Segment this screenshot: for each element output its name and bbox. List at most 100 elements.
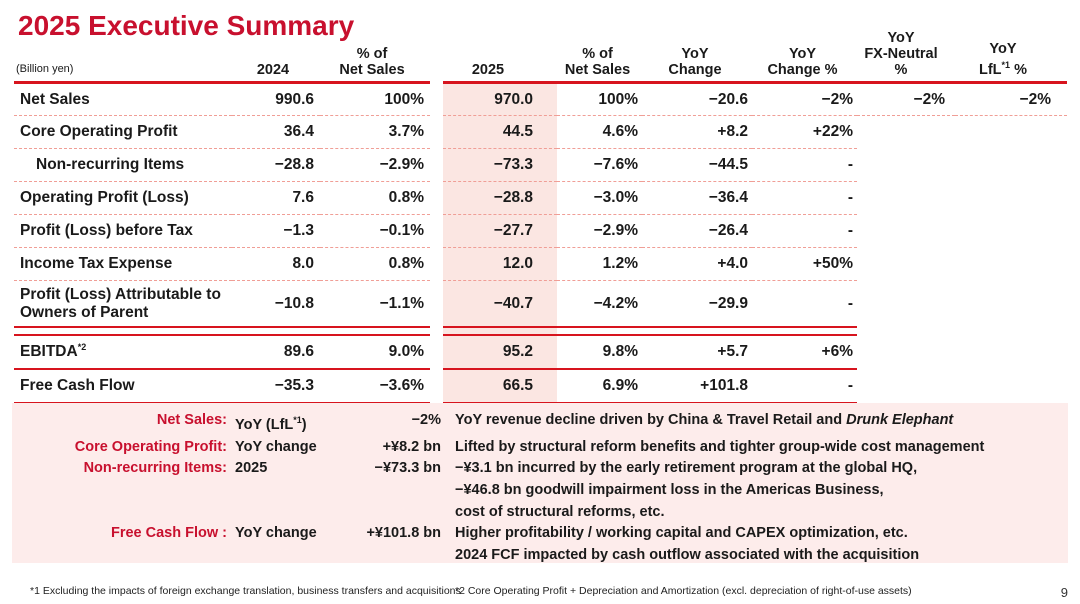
column-gap xyxy=(430,182,443,215)
yoy-lfl: −2% xyxy=(955,84,1067,116)
table-row-free-cash-flow: Free Cash Flow −35.3 −3.6% 66.5 6.9% +10… xyxy=(14,370,1067,404)
col-header-yoy-change: YoY Change xyxy=(642,46,752,84)
note-label: Net Sales: xyxy=(156,412,227,428)
pct-2024: 0.8% xyxy=(320,248,430,281)
note-description: −¥3.1 bn incurred by the early retiremen… xyxy=(455,460,918,477)
row-label: EBITDA*2 xyxy=(14,334,232,370)
note-row-continuation: −¥46.8 bn goodwill impairment loss in th… xyxy=(12,480,1068,502)
yoy-fx-neutral xyxy=(857,182,955,215)
value-2025: 970.0 xyxy=(443,84,557,116)
value-2024: 8.0 xyxy=(232,248,320,281)
note-description: Higher profitability / working capital a… xyxy=(455,525,908,542)
row-label: Core Operating Profit xyxy=(14,116,232,149)
note-metric xyxy=(235,502,330,524)
value-2024: 36.4 xyxy=(232,116,320,149)
note-metric: YoY change xyxy=(235,438,317,455)
col-header-2025: 2025 xyxy=(443,46,557,84)
yoy-change-pct: +6% xyxy=(752,334,857,370)
yoy-change: +8.2 xyxy=(642,116,752,149)
column-gap xyxy=(430,46,443,84)
pct-2025: 9.8% xyxy=(557,334,642,370)
page-number: 9 xyxy=(1060,585,1068,600)
note-label: Core Operating Profit: xyxy=(74,438,227,455)
note-description: 2024 FCF impacted by cash outflow associ… xyxy=(455,547,920,564)
col-header-pct-2024: % of Net Sales xyxy=(320,46,430,84)
col-header-yoy-fx-neutral: YoY FX-Neutral % xyxy=(857,30,955,84)
row-label: Free Cash Flow xyxy=(14,370,232,404)
value-2025: 12.0 xyxy=(443,248,557,281)
note-value xyxy=(330,545,441,567)
footnote-2: *2 Core Operating Profit + Depreciation … xyxy=(455,585,912,597)
table-row-profit-attributable: Profit (Loss) Attributable to Owners of … xyxy=(14,281,1067,328)
note-metric: YoY change xyxy=(235,525,317,542)
yoy-change-pct: - xyxy=(752,149,857,182)
column-gap xyxy=(430,248,443,281)
yoy-change-pct: - xyxy=(752,182,857,215)
value-2024: −10.8 xyxy=(232,281,320,328)
yoy-change: +4.0 xyxy=(642,248,752,281)
value-2024: 990.6 xyxy=(232,84,320,116)
note-metric xyxy=(235,480,330,502)
column-gap xyxy=(430,281,443,328)
yoy-change: −36.4 xyxy=(642,182,752,215)
pct-2024: −1.1% xyxy=(320,281,430,328)
yoy-change-pct: - xyxy=(752,281,857,328)
note-label: Free Cash Flow : xyxy=(110,525,227,542)
yoy-change: −44.5 xyxy=(642,149,752,182)
note-value: −2% xyxy=(411,412,441,428)
financial-summary-table: (Billion yen) 2024 % of Net Sales 2025 % … xyxy=(14,30,1067,404)
note-label xyxy=(12,480,227,502)
note-description: −¥46.8 bn goodwill impairment loss in th… xyxy=(455,481,884,498)
yoy-fx-neutral: −2% xyxy=(857,84,955,116)
yoy-fx-neutral xyxy=(857,248,955,281)
row-label: Non-recurring Items xyxy=(14,149,232,182)
table-row-non-recurring-items: Non-recurring Items −28.8 −2.9% −73.3 −7… xyxy=(14,149,1067,182)
column-gap xyxy=(430,334,443,370)
table-row-operating-profit: Operating Profit (Loss) 7.6 0.8% −28.8 −… xyxy=(14,182,1067,215)
pct-2024: −2.9% xyxy=(320,149,430,182)
column-gap xyxy=(430,149,443,182)
yoy-change: −26.4 xyxy=(642,215,752,248)
column-gap xyxy=(430,215,443,248)
note-description: YoY revenue decline driven by China & Tr… xyxy=(455,412,954,428)
column-gap xyxy=(430,116,443,149)
note-value xyxy=(330,502,441,524)
table-row-income-tax-expense: Income Tax Expense 8.0 0.8% 12.0 1.2% +4… xyxy=(14,248,1067,281)
footnote-1: *1 Excluding the impacts of foreign exch… xyxy=(30,585,461,597)
table-row-net-sales: Net Sales 990.6 100% 970.0 100% −20.6 −2… xyxy=(14,84,1067,116)
yoy-fx-neutral xyxy=(857,149,955,182)
yoy-lfl xyxy=(955,281,1067,328)
note-metric xyxy=(235,545,330,567)
pct-2025: 100% xyxy=(557,84,642,116)
value-2024: −28.8 xyxy=(232,149,320,182)
note-row-continuation: 2024 FCF impacted by cash outflow associ… xyxy=(12,545,1068,567)
value-2025: −73.3 xyxy=(443,149,557,182)
yoy-lfl xyxy=(955,116,1067,149)
value-2024: 7.6 xyxy=(232,182,320,215)
yoy-change: −20.6 xyxy=(642,84,752,116)
table-row-core-operating-profit: Core Operating Profit 36.4 3.7% 44.5 4.6… xyxy=(14,116,1067,149)
pct-2024: 0.8% xyxy=(320,182,430,215)
yoy-lfl xyxy=(955,248,1067,281)
page-title: 2025 Executive Summary xyxy=(18,10,355,41)
pct-2025: −2.9% xyxy=(557,215,642,248)
note-row-non-recurring-items: Non-recurring Items: 2025 −¥73.3 bn −¥3.… xyxy=(12,458,1068,480)
yoy-fx-neutral xyxy=(857,370,955,404)
value-2025: 66.5 xyxy=(443,370,557,404)
yoy-lfl xyxy=(955,334,1067,370)
pct-2024: −0.1% xyxy=(320,215,430,248)
pct-2024: −3.6% xyxy=(320,370,430,404)
value-2025: −28.8 xyxy=(443,182,557,215)
table-header-row: (Billion yen) 2024 % of Net Sales 2025 % … xyxy=(14,30,1067,84)
note-row-net-sales: Net Sales: YoY (LfL*1) −2% YoY revenue d… xyxy=(12,410,1068,437)
commentary-panel: Net Sales: YoY (LfL*1) −2% YoY revenue d… xyxy=(12,403,1068,563)
value-2025: −40.7 xyxy=(443,281,557,328)
row-label: Income Tax Expense xyxy=(14,248,232,281)
value-2024: −1.3 xyxy=(232,215,320,248)
yoy-fx-neutral xyxy=(857,116,955,149)
pct-2024: 9.0% xyxy=(320,334,430,370)
note-row-continuation: cost of structural reforms, etc. xyxy=(12,502,1068,524)
note-metric: 2025 xyxy=(235,460,268,477)
pct-2025: 1.2% xyxy=(557,248,642,281)
col-header-yoy-lfl: YoY LfL*1 % xyxy=(955,41,1067,84)
